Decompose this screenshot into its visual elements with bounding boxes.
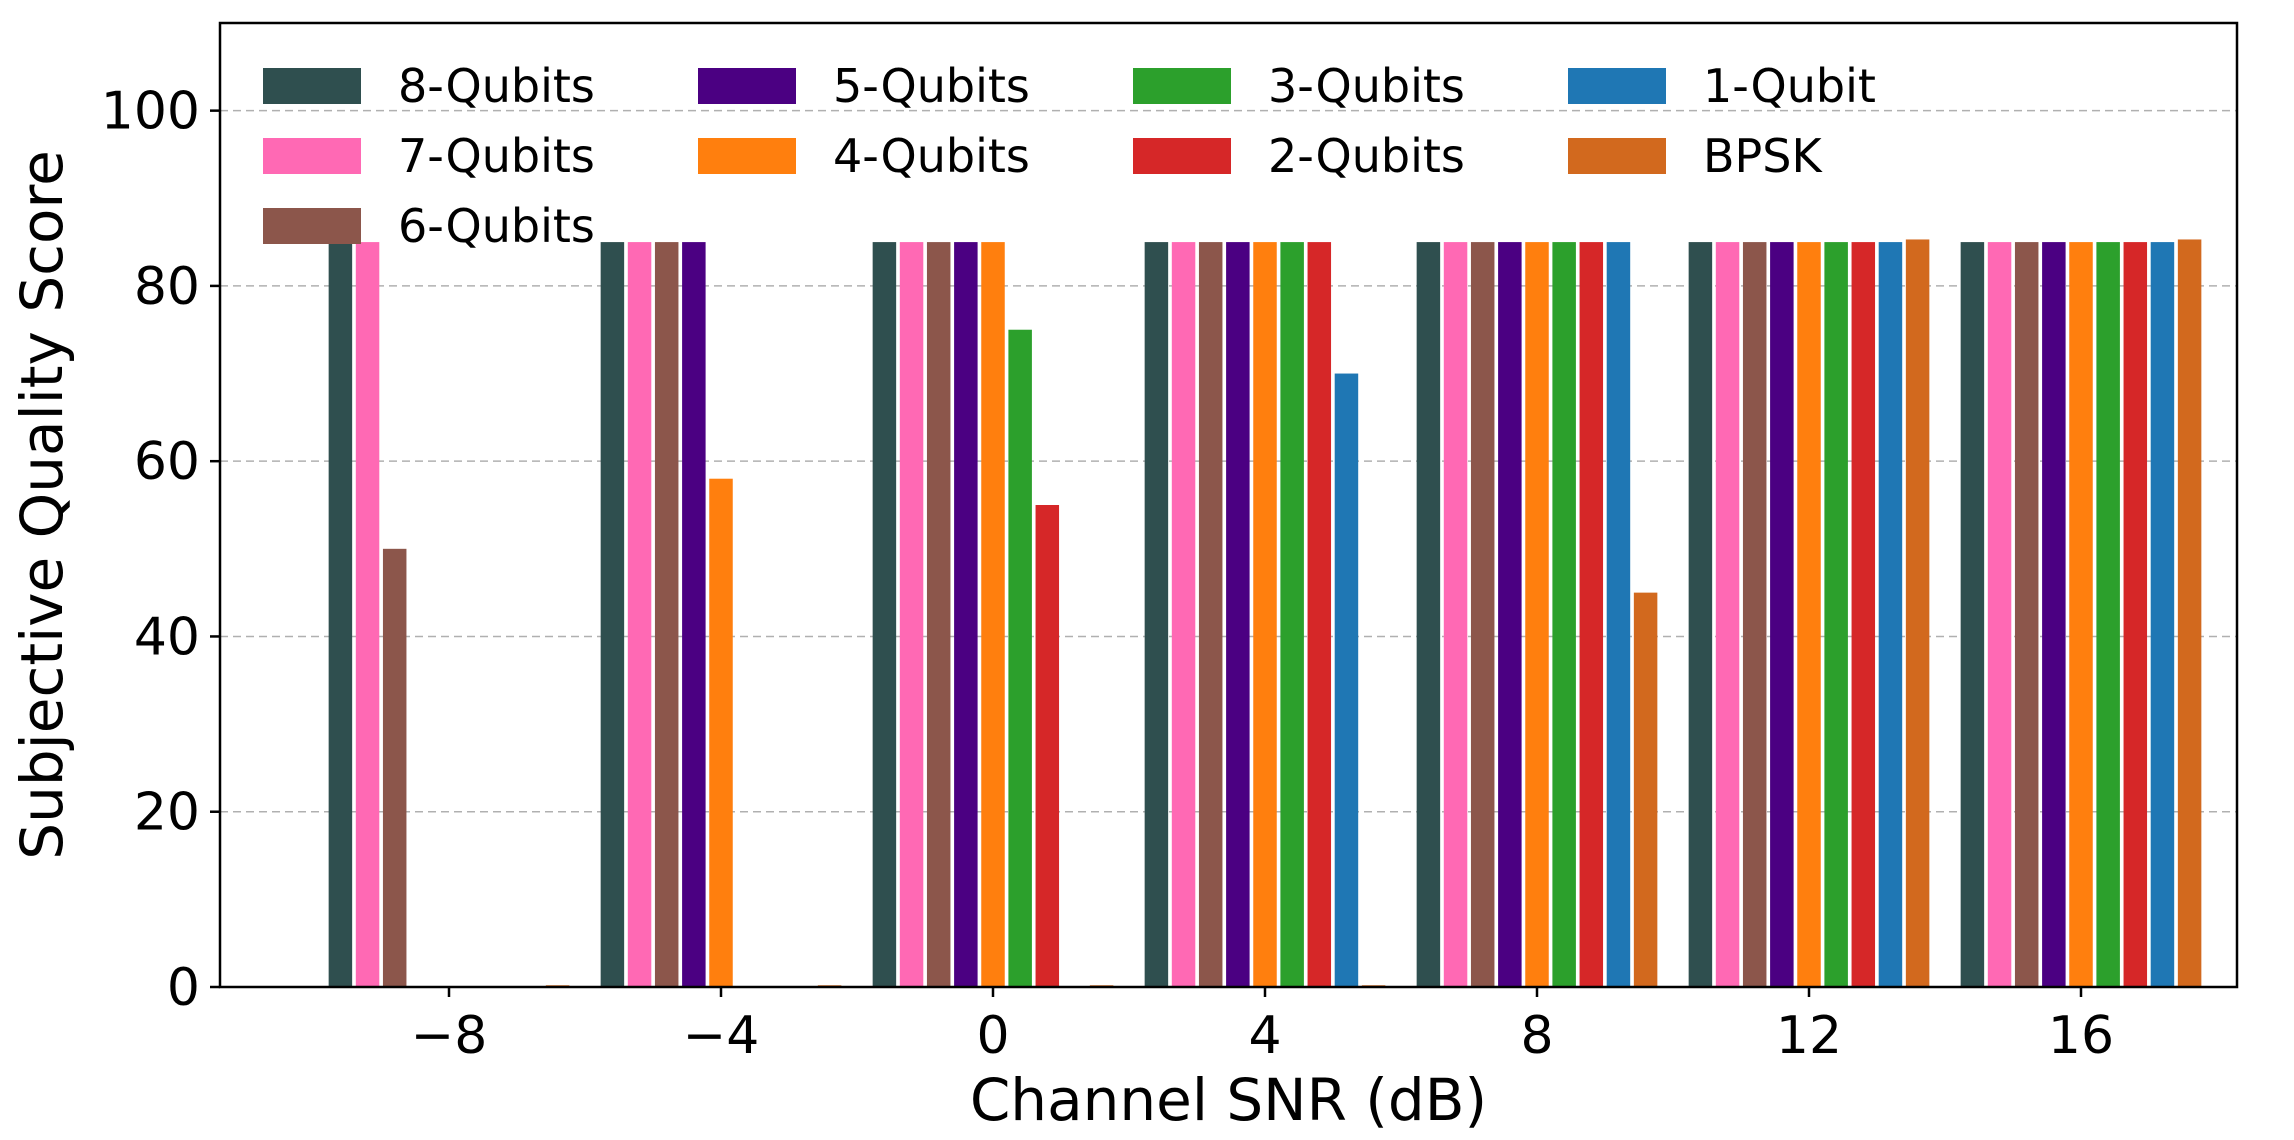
bar — [2177, 239, 2202, 988]
bar — [1498, 242, 1522, 987]
x-tick-label: −8 — [411, 1006, 488, 1066]
bar — [1253, 242, 1277, 987]
x-tick-label: 16 — [2048, 1006, 2114, 1066]
legend-item: 4-Qubits — [698, 129, 1030, 183]
bar — [627, 242, 652, 987]
legend-swatch — [263, 68, 361, 104]
x-tick-label: 8 — [1520, 1006, 1553, 1066]
legend-item: 3-Qubits — [1133, 59, 1465, 113]
y-tick-label: 100 — [101, 82, 200, 142]
legend-label: 5-Qubits — [833, 59, 1030, 113]
y-axis-label: Subjective Quality Score — [8, 150, 76, 860]
legend-swatch — [263, 208, 361, 244]
bar — [926, 242, 951, 987]
legend-item: 7-Qubits — [263, 129, 595, 183]
legend-swatch — [1568, 138, 1666, 174]
legend-item: 6-Qubits — [263, 199, 595, 253]
bar — [1579, 242, 1604, 987]
bar — [1470, 242, 1495, 987]
y-axis-ticks: 0 20 40 60 80 100 — [101, 82, 220, 1018]
bar — [1633, 592, 1658, 987]
legend: 8-Qubits 5-Qubits 3-Qubits 1-Qubit 7-Qubits 4… — [263, 59, 1876, 253]
bar — [2069, 242, 2093, 987]
bar — [899, 242, 924, 987]
bar — [1307, 242, 1332, 987]
bar — [1443, 242, 1468, 987]
bar — [1552, 242, 1576, 987]
bar — [382, 548, 407, 987]
x-tick-label: 4 — [1248, 1006, 1281, 1066]
bar — [2042, 242, 2066, 987]
legend-label: 6-Qubits — [398, 199, 595, 253]
legend-label: 3-Qubits — [1268, 59, 1465, 113]
x-tick-label: 12 — [1776, 1006, 1842, 1066]
bar — [1606, 242, 1631, 987]
y-tick-label: 60 — [134, 432, 200, 492]
legend-label: 2-Qubits — [1268, 129, 1465, 183]
y-tick-label: 0 — [167, 958, 200, 1018]
legend-swatch — [698, 68, 796, 104]
bar — [654, 242, 679, 987]
bar — [1525, 242, 1549, 987]
bar — [1144, 242, 1169, 987]
legend-swatch — [1133, 138, 1231, 174]
legend-item: 1-Qubit — [1568, 59, 1876, 113]
y-tick-label: 80 — [134, 257, 200, 317]
bar — [709, 478, 733, 987]
x-axis-label: Channel SNR (dB) — [970, 1066, 1487, 1134]
bar — [1851, 242, 1876, 987]
legend-item: 5-Qubits — [698, 59, 1030, 113]
bar — [1688, 242, 1713, 987]
bar — [1226, 242, 1250, 987]
legend-item: BPSK — [1568, 129, 1823, 183]
bar — [1987, 242, 2012, 987]
x-axis-ticks: −8 −4 0 4 8 12 16 — [411, 987, 2114, 1066]
bar — [1770, 242, 1794, 987]
bar — [328, 242, 353, 987]
bar — [1905, 239, 1930, 988]
x-tick-label: −4 — [683, 1006, 760, 1066]
bar — [1960, 242, 1985, 987]
legend-label: 1-Qubit — [1703, 59, 1876, 113]
x-tick-label: 0 — [976, 1006, 1009, 1066]
bar — [1334, 373, 1359, 988]
bar — [355, 242, 380, 987]
plot-frame — [218, 21, 2239, 989]
bar — [1035, 505, 1060, 987]
bar — [1742, 242, 1767, 987]
bar — [954, 242, 978, 987]
legend-item: 2-Qubits — [1133, 129, 1465, 183]
bar — [1198, 242, 1223, 987]
legend-swatch — [263, 138, 361, 174]
legend-label: 8-Qubits — [398, 59, 595, 113]
legend-label: 7-Qubits — [398, 129, 595, 183]
legend-swatch — [698, 138, 796, 174]
legend-label: 4-Qubits — [833, 129, 1030, 183]
legend-swatch — [1568, 68, 1666, 104]
bar — [2123, 242, 2148, 987]
bar — [600, 242, 625, 987]
bar — [1171, 242, 1196, 987]
bar — [2096, 242, 2120, 987]
bar — [1008, 329, 1032, 987]
bars — [328, 239, 2202, 988]
bar — [2150, 242, 2175, 987]
legend-item: 8-Qubits — [263, 59, 595, 113]
bar — [872, 242, 897, 987]
bar — [2014, 242, 2039, 987]
bar — [1715, 242, 1740, 987]
y-tick-label: 20 — [134, 783, 200, 843]
legend-label: BPSK — [1703, 129, 1823, 183]
bar — [1416, 242, 1441, 987]
legend-swatch — [1133, 68, 1231, 104]
bar — [1824, 242, 1848, 987]
bar — [1878, 242, 1903, 987]
bar — [1797, 242, 1821, 987]
bar — [1280, 242, 1304, 987]
bar — [981, 242, 1005, 987]
y-tick-label: 40 — [134, 607, 200, 667]
bar — [682, 242, 706, 987]
